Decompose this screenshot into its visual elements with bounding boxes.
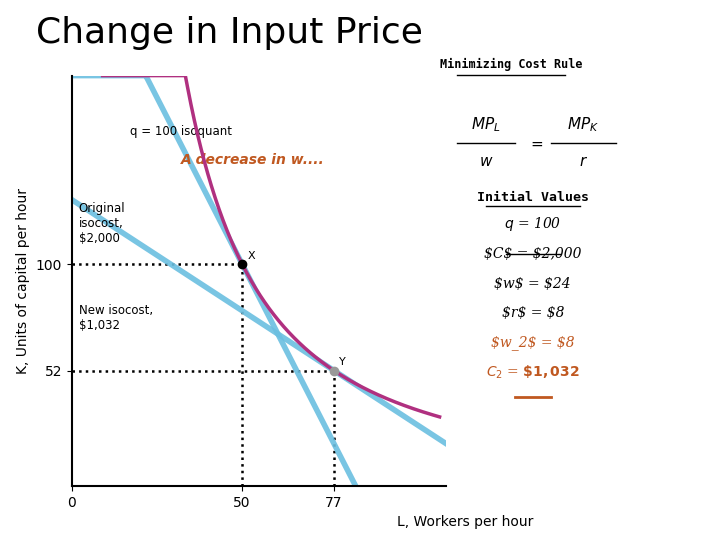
Text: $r$: $r$ <box>579 155 588 169</box>
Text: $=$: $=$ <box>528 136 544 151</box>
Text: $r$ = $8: $r$ = $8 <box>502 306 564 320</box>
Text: $w$: $w$ <box>479 155 493 169</box>
Text: Minimizing Cost Rule: Minimizing Cost Rule <box>440 58 582 71</box>
Text: Change in Input Price: Change in Input Price <box>36 16 423 50</box>
Text: $MP_L$: $MP_L$ <box>471 115 501 133</box>
Text: q = 100 isoquant: q = 100 isoquant <box>130 125 232 138</box>
Text: A decrease in w....: A decrease in w.... <box>181 153 325 167</box>
Text: Y: Y <box>339 357 346 367</box>
Text: Original
isocost,
$2,000: Original isocost, $2,000 <box>78 202 125 245</box>
Text: $MP_K$: $MP_K$ <box>567 115 599 133</box>
Text: New isocost,
$1,032: New isocost, $1,032 <box>78 304 153 332</box>
Text: $q$ = 100: $q$ = 100 <box>504 215 562 233</box>
Text: $C$ = $2,000: $C$ = $2,000 <box>484 247 582 261</box>
Text: $C_2$ = $\mathbf{\$1,032}$: $C_2$ = $\mathbf{\$1,032}$ <box>486 364 580 381</box>
Text: $w$ = $24: $w$ = $24 <box>495 276 571 291</box>
X-axis label: L, Workers per hour: L, Workers per hour <box>397 515 534 529</box>
Y-axis label: K, Units of capital per hour: K, Units of capital per hour <box>17 188 30 374</box>
Text: $w_2$ = $8: $w_2$ = $8 <box>491 335 575 350</box>
Text: Initial Values: Initial Values <box>477 191 589 204</box>
Text: X: X <box>247 251 255 261</box>
